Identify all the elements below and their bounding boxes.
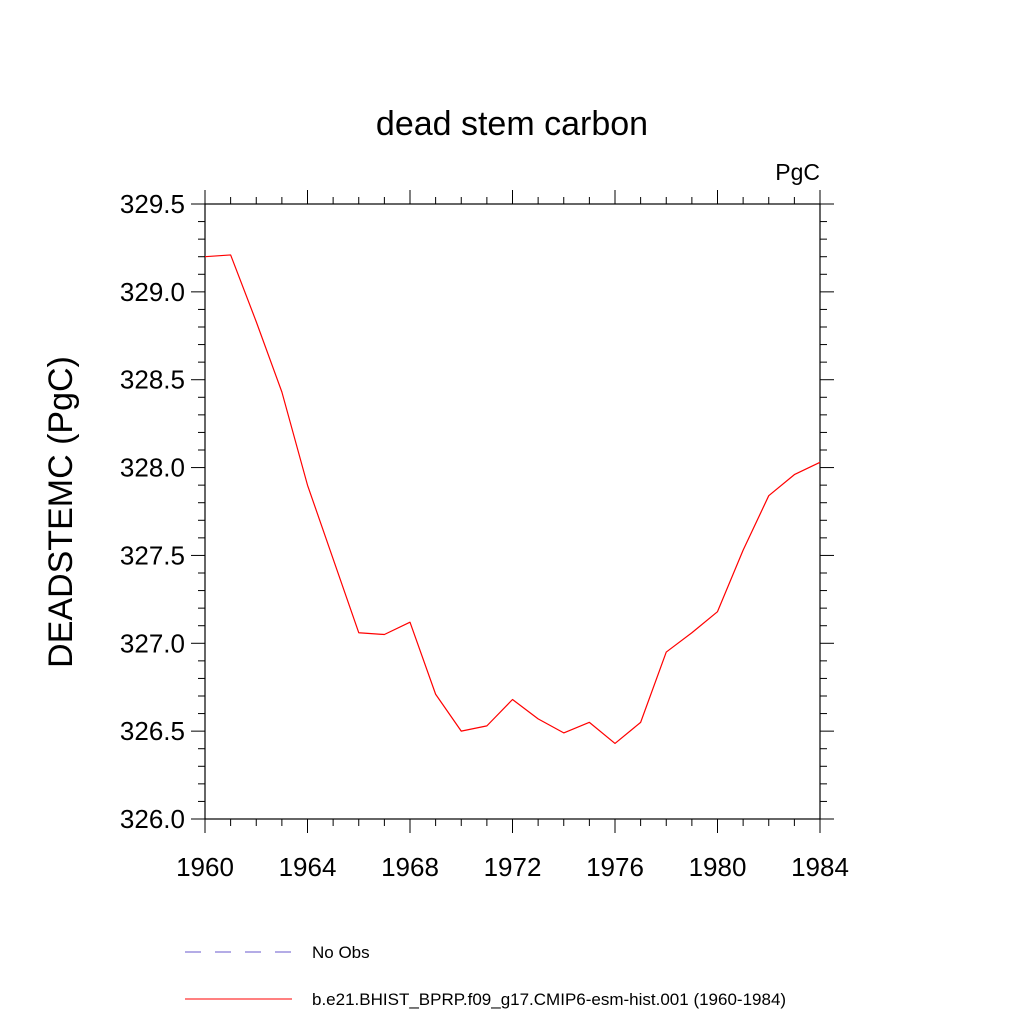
- y-tick-label: 329.0: [120, 277, 185, 307]
- legend-label: b.e21.BHIST_BPRP.f09_g17.CMIP6-esm-hist.…: [312, 990, 786, 1009]
- x-tick-label: 1964: [279, 852, 337, 882]
- x-tick-label: 1960: [176, 852, 234, 882]
- y-tick-label: 328.5: [120, 365, 185, 395]
- legend: No Obs b.e21.BHIST_BPRP.f09_g17.CMIP6-esm…: [185, 943, 786, 1009]
- x-tick-label: 1972: [484, 852, 542, 882]
- y-axis-label: DEADSTEMC (PgC): [42, 356, 80, 668]
- x-tick-label: 1976: [586, 852, 644, 882]
- y-tick-label: 329.5: [120, 189, 185, 219]
- units-label: PgC: [775, 159, 820, 185]
- y-tick-label: 327.0: [120, 628, 185, 658]
- series-line: [204, 254, 821, 745]
- legend-label: No Obs: [312, 943, 370, 962]
- series-layer: [204, 254, 821, 745]
- y-tick-label: 326.5: [120, 716, 185, 746]
- y-tick-label: 328.0: [120, 453, 185, 483]
- y-tick-label: 326.0: [120, 804, 185, 834]
- x-tick-label: 1968: [381, 852, 439, 882]
- x-tick-label: 1984: [791, 852, 849, 882]
- axes: 326.0 326.5 327.0 327.5 328.0 328.5 329.0 329.5…: [120, 189, 849, 882]
- y-tick-label: 327.5: [120, 540, 185, 570]
- x-tick-label: 1980: [689, 852, 747, 882]
- plot-frame: [204, 203, 821, 820]
- chart-title: dead stem carbon: [376, 105, 648, 143]
